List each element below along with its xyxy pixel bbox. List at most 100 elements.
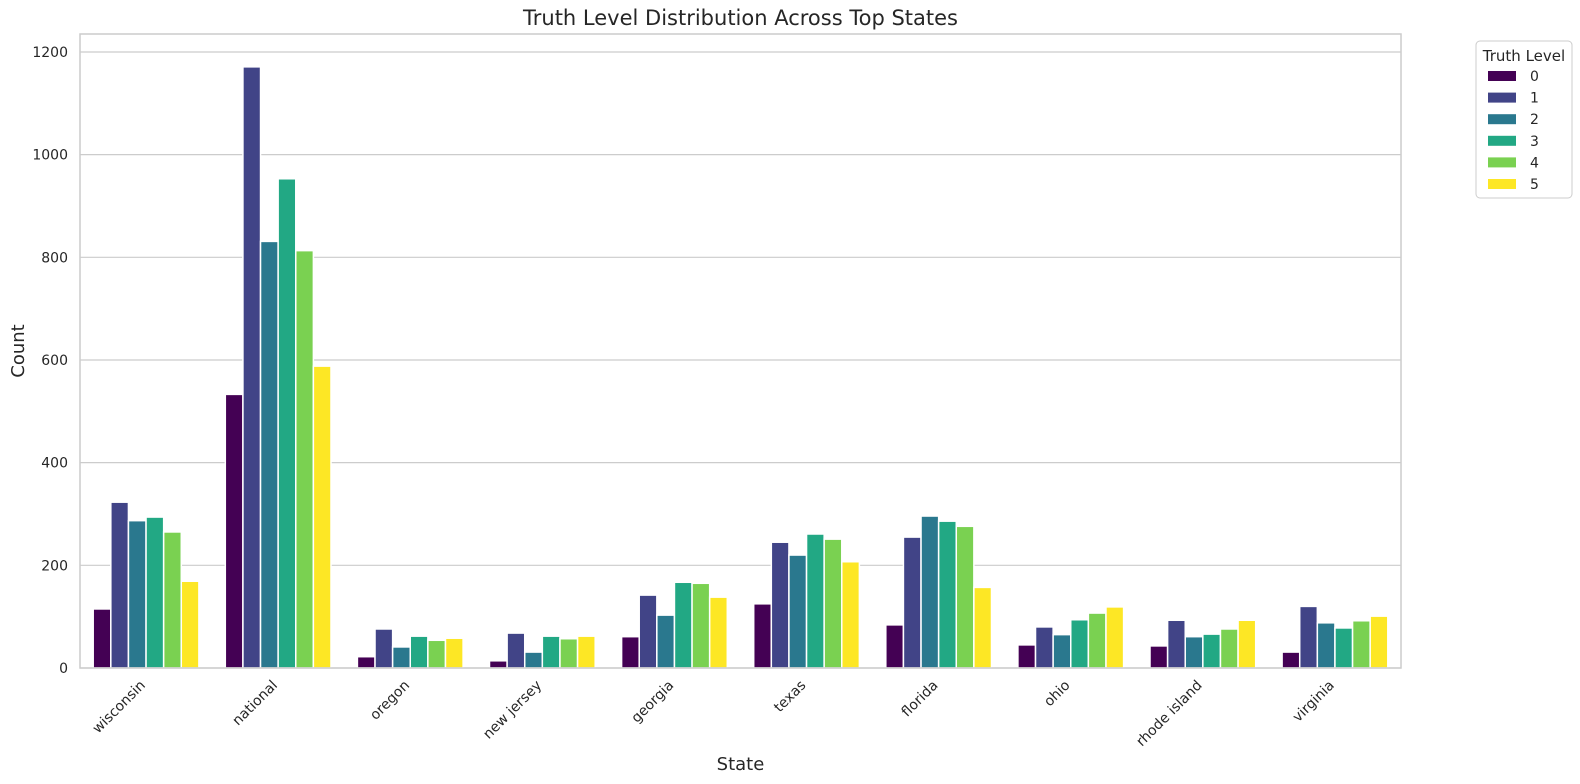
bar: [145, 516, 165, 669]
bar: [180, 580, 200, 669]
y-tick-label: 600: [41, 353, 68, 369]
bar: [409, 635, 429, 669]
bar: [1219, 628, 1239, 669]
x-tick-label: georgia: [629, 678, 678, 727]
bar: [110, 501, 130, 669]
x-tick-label: florida: [899, 678, 942, 721]
bar: [1316, 622, 1336, 669]
bar: [224, 393, 244, 669]
bar: [1281, 651, 1301, 669]
legend-title: Truth Level: [1482, 47, 1565, 65]
bar: [937, 520, 958, 669]
bar: [1052, 633, 1072, 669]
bar: [506, 632, 526, 669]
bar: [488, 660, 508, 669]
bar: [1149, 645, 1169, 669]
legend-items: 0 1 2 3 4 5: [1488, 69, 1539, 193]
legend-swatch: [1488, 135, 1516, 146]
plot-area-frame: [79, 33, 1402, 669]
legend-label: 3: [1530, 134, 1539, 150]
x-tick-label: national: [230, 678, 281, 729]
bar: [788, 554, 808, 669]
bar: [576, 635, 596, 669]
bar: [162, 531, 183, 669]
legend-swatch: [1488, 92, 1516, 103]
legend-swatch: [1488, 71, 1516, 81]
chart-title: Truth Level Distribution Across Top Stat…: [522, 6, 958, 30]
x-tick-label: texas: [771, 678, 809, 716]
bar: [973, 586, 993, 669]
bar: [1298, 605, 1319, 669]
bar: [1184, 635, 1204, 669]
bar: [620, 635, 640, 669]
y-tick-labels: 0 200 400 600 800 1000 1200: [32, 45, 68, 677]
bar: [955, 525, 975, 669]
bar: [1017, 644, 1037, 669]
legend-swatch: [1488, 114, 1516, 125]
x-tick-label: wisconsin: [90, 678, 149, 737]
legend-label: 1: [1530, 91, 1539, 107]
bar: [1237, 619, 1257, 669]
bar: [541, 635, 561, 669]
bar: [127, 519, 147, 669]
bar: [259, 240, 279, 669]
y-tick-label: 800: [41, 250, 68, 266]
bar: [356, 655, 376, 669]
bar: [312, 365, 332, 669]
bar: [752, 603, 773, 669]
bar: [841, 560, 861, 669]
bar: [242, 66, 262, 669]
bar: [295, 249, 315, 669]
bar: [1105, 606, 1125, 669]
bar: [1202, 633, 1222, 669]
bars-group: [92, 66, 1389, 669]
x-tick-label: rhode island: [1133, 678, 1205, 750]
bar: [823, 538, 843, 669]
legend: Truth Level 0 1 2 3 4 5: [1475, 40, 1573, 199]
bar: [708, 596, 729, 669]
bar: [1166, 619, 1186, 669]
x-tick-label: ohio: [1041, 678, 1073, 710]
x-tick-label: oregon: [367, 678, 413, 724]
x-tick-label: virginia: [1290, 678, 1338, 726]
bar: [1070, 618, 1090, 669]
y-tick-label: 400: [41, 456, 68, 472]
bar: [885, 624, 905, 669]
legend-swatch: [1488, 157, 1516, 168]
bar: [1351, 620, 1371, 669]
y-axis-title: Count: [8, 324, 29, 377]
bar: [374, 628, 394, 669]
legend-label: 0: [1530, 69, 1539, 85]
bar: [391, 646, 411, 669]
bar: [427, 639, 447, 669]
bar: [656, 614, 676, 669]
bar: [638, 594, 658, 669]
bar: [1334, 627, 1354, 669]
y-tick-label: 0: [59, 661, 68, 677]
bar: [805, 533, 825, 669]
legend-swatch: [1488, 179, 1516, 189]
bar: [902, 536, 922, 669]
bar: [691, 582, 711, 669]
bar: [523, 651, 544, 669]
y-tick-label: 200: [41, 558, 68, 574]
bar: [277, 178, 297, 669]
x-axis-title: State: [717, 754, 765, 775]
bar: [673, 581, 693, 669]
legend-label: 5: [1530, 177, 1539, 193]
x-tick-labels: wisconsin national oregon new jersey georgia…: [90, 678, 1338, 750]
legend-label: 2: [1530, 112, 1539, 128]
bar: [444, 637, 464, 669]
bar: [1087, 612, 1107, 669]
bar: [1034, 626, 1054, 669]
bar: [920, 515, 940, 669]
bar: [92, 608, 112, 669]
bar: [1369, 615, 1389, 669]
bar: [559, 637, 579, 669]
bar: [770, 541, 790, 669]
legend-label: 4: [1530, 155, 1539, 171]
y-tick-label: 1200: [32, 45, 68, 61]
y-tick-label: 1000: [32, 148, 68, 164]
x-tick-label: new jersey: [480, 678, 545, 743]
